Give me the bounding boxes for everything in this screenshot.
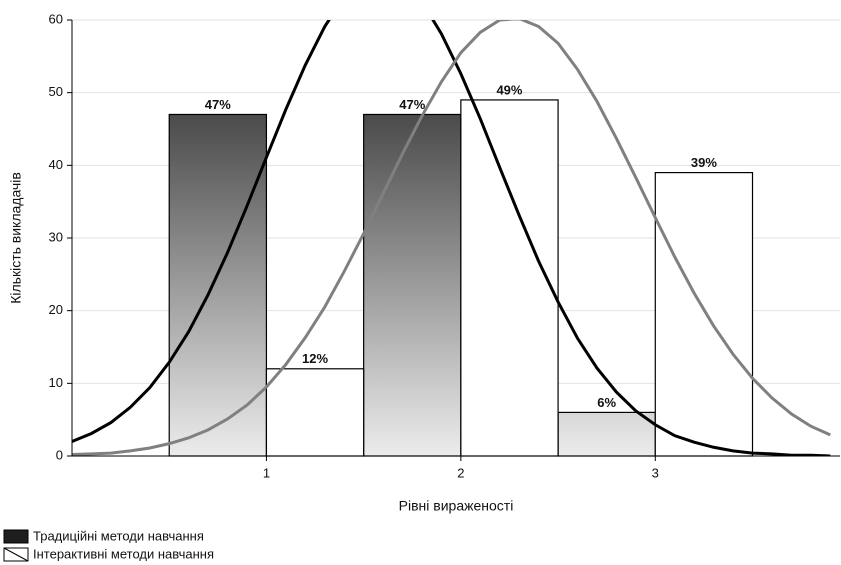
y-tick-label: 50 (49, 84, 63, 99)
y-axis-title: Кількість викладачів (8, 172, 24, 304)
x-axis-title: Рівні вираженості (399, 498, 514, 514)
bar (363, 113, 462, 457)
value-label: 39% (691, 155, 717, 170)
bar (168, 113, 268, 457)
value-label: 12% (302, 351, 328, 366)
bar (265, 368, 365, 457)
legend-label: Інтерактивні методи навчання (33, 546, 214, 561)
bar (557, 411, 656, 457)
value-label: 47% (399, 97, 425, 112)
x-tick-label: 2 (457, 465, 464, 480)
value-label: 49% (496, 82, 522, 97)
y-tick-label: 60 (49, 11, 63, 26)
fit-curve (72, 20, 831, 456)
legend-label: Традиційні методи навчання (33, 528, 204, 543)
y-tick-label: 10 (49, 375, 63, 390)
fit-curve (72, 20, 831, 456)
bar (460, 99, 559, 457)
y-tick-label: 20 (49, 302, 63, 317)
y-tick-label: 0 (56, 447, 63, 462)
bar (654, 172, 754, 457)
value-label: 6% (597, 395, 616, 410)
x-tick-label: 3 (652, 465, 659, 480)
legend-hatch (3, 547, 29, 562)
value-label: 47% (205, 97, 231, 112)
legend-swatch (3, 529, 29, 544)
y-tick-label: 30 (49, 229, 63, 244)
y-tick-label: 40 (49, 157, 63, 172)
x-tick-label: 1 (263, 465, 270, 480)
